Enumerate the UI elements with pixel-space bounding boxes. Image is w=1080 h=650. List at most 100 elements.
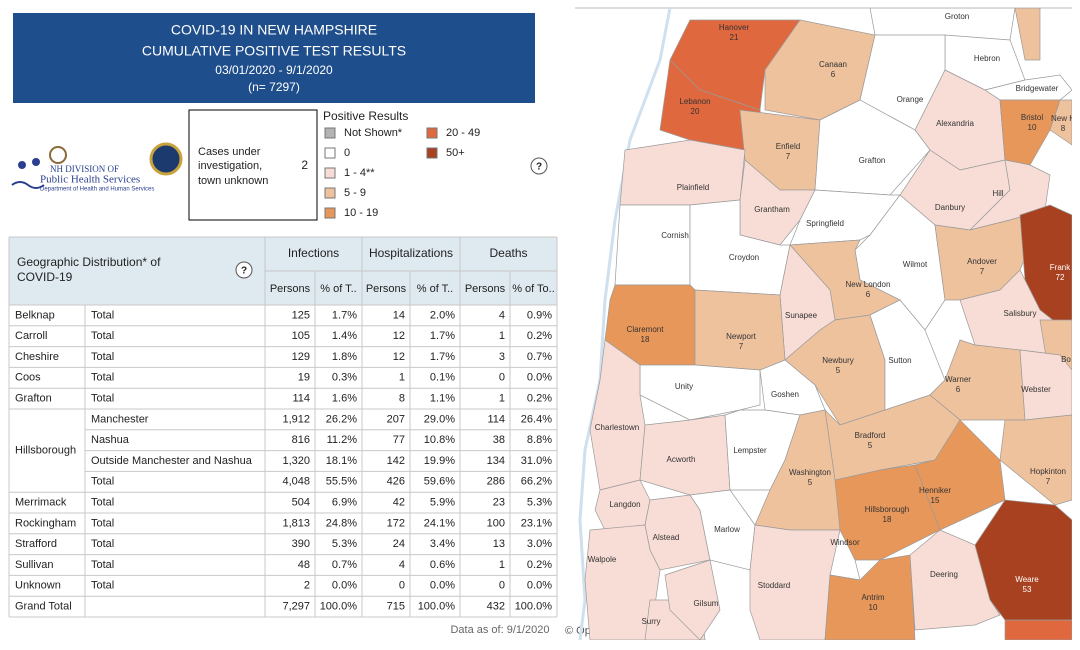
county-label: Belknap (15, 309, 55, 321)
town-name: Hill (992, 189, 1003, 198)
town-name: New London (846, 280, 891, 289)
town (1019, 349, 1072, 421)
unknown-label: town unknown (198, 175, 268, 187)
unknown-value: 2 (301, 158, 308, 172)
county-label: Unknown (15, 580, 61, 592)
town-name: Hanover (719, 23, 750, 32)
group-header: Deaths (489, 246, 527, 260)
cell: 5.3% (332, 538, 357, 550)
cell: 6.9% (332, 497, 357, 509)
cell: 12 (393, 330, 405, 342)
town-name: Plainfield (677, 183, 709, 192)
cell: 142 (387, 455, 405, 467)
town-name: Springfield (806, 219, 844, 228)
county-label: Carroll (15, 330, 47, 342)
help-icon[interactable]: ? (241, 266, 247, 277)
town-name: Grafton (859, 156, 886, 165)
town-name: Claremont (627, 325, 665, 334)
help-button[interactable] (530, 157, 548, 175)
unknown-label: Cases under (198, 146, 261, 158)
town-value: 7 (980, 267, 985, 276)
cell: 0 (499, 372, 505, 384)
town-name: Alstead (653, 533, 680, 542)
county-label: Rockingham (15, 517, 76, 529)
unknown-label: investigation, (198, 160, 262, 172)
help-icon[interactable]: ? (536, 162, 542, 173)
town-name: Sutton (888, 356, 911, 365)
town-value: 18 (883, 515, 892, 524)
cell: 100.0% (418, 601, 456, 613)
town (614, 204, 691, 286)
legend-title: Positive Results (323, 109, 408, 123)
county-label: Grafton (15, 393, 52, 405)
cell: 11.2% (327, 434, 358, 446)
cell: 0.9% (527, 309, 552, 321)
cell: 24.1% (424, 517, 455, 529)
town (999, 99, 1061, 166)
town-name: Bradford (855, 431, 886, 440)
column-header: % of To.. (512, 283, 555, 295)
town-name: Bridgewater (1016, 84, 1059, 93)
town-value: 15 (931, 496, 940, 505)
cell: 0.6% (430, 559, 455, 571)
title-line: COVID-19 IN NEW HAMPSHIRE (171, 22, 377, 38)
row-label: Total (91, 351, 114, 363)
cell: 0 (399, 580, 405, 592)
sun (49, 146, 67, 164)
cell: 0.0% (527, 372, 552, 384)
town (974, 499, 1072, 621)
cell: 286 (487, 476, 505, 488)
town-name: Unity (675, 382, 693, 391)
legend-swatch (324, 167, 336, 179)
cell: 26.4% (521, 413, 552, 425)
town-name: Charlestown (595, 423, 639, 432)
cell: 1.8% (332, 351, 357, 363)
cell: 4 (399, 559, 405, 571)
town-name: Hebron (974, 54, 1000, 63)
row-label: Total (91, 330, 114, 342)
town-value: 5 (868, 441, 873, 450)
town-value: 18 (641, 335, 650, 344)
cell: 715 (387, 601, 405, 613)
legend-label: 1 - 4** (344, 167, 375, 179)
cell: 100.0% (515, 601, 553, 613)
cell: 0.0% (332, 580, 357, 592)
title: COVID-19 IN NEW HAMPSHIRE CUMULATIVE POS… (142, 22, 406, 94)
town-name: Acworth (667, 455, 696, 464)
cell: 426 (387, 476, 405, 488)
town (619, 139, 746, 206)
cell: 3.0% (527, 538, 552, 550)
town-value: 6 (956, 385, 961, 394)
figure (32, 158, 40, 166)
help-button[interactable] (235, 261, 253, 279)
cell: 0.0% (527, 580, 552, 592)
town (589, 339, 646, 491)
town-shape (1014, 8, 1041, 61)
cell: 66.2% (521, 476, 552, 488)
cell: 0.1% (430, 372, 455, 384)
cell: 100 (487, 517, 505, 529)
cell: 114 (292, 393, 310, 405)
town-name: Weare (1015, 575, 1039, 584)
row-label: Total (91, 538, 114, 550)
title-line: (n= 7297) (248, 80, 300, 94)
town (999, 414, 1072, 506)
town-name: Walpole (588, 555, 617, 564)
cell: 1,813 (282, 517, 310, 529)
column-header: % of T.. (417, 283, 453, 295)
row-label: Outside Manchester and Nashua (91, 455, 253, 467)
legend-label: 50+ (446, 147, 465, 159)
town (1049, 99, 1072, 146)
cell: 55.5% (326, 476, 357, 488)
row-label: Total (91, 393, 114, 405)
row-label: Total (91, 517, 114, 529)
cell: 1,320 (282, 455, 310, 467)
cell: 0 (499, 580, 505, 592)
cell: 1.1% (430, 393, 455, 405)
cell: 0.2% (527, 330, 552, 342)
legend-label: 20 - 49 (446, 127, 480, 139)
unknown-box (188, 109, 318, 221)
legend-swatch (426, 147, 438, 159)
town (639, 364, 761, 421)
